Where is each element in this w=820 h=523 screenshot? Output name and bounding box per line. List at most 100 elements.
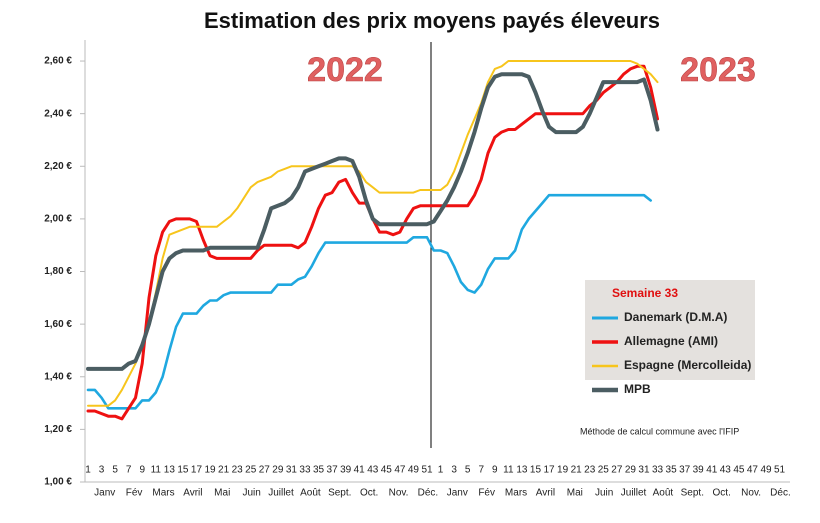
x-tick-label: 9 [492, 465, 498, 476]
x-tick-label: 17 [191, 465, 203, 476]
x-group-label: Nov. [741, 488, 761, 499]
x-tick-label: 13 [164, 465, 176, 476]
x-group-label: Nov. [389, 488, 409, 499]
x-group-label: Mars [505, 488, 527, 499]
x-tick-label: 37 [327, 465, 339, 476]
x-tick-label: 31 [286, 465, 298, 476]
x-group-label: Juillet [268, 488, 294, 499]
x-tick-label: 5 [112, 465, 118, 476]
x-group-label: Juin [242, 488, 260, 499]
note: Méthode de calcul commune avec l'IFIP [580, 426, 739, 436]
x-tick-label: 11 [151, 465, 162, 476]
x-tick-label: 29 [625, 465, 637, 476]
x-tick-label: 23 [232, 465, 244, 476]
y-tick-label: 2,40 € [44, 108, 72, 119]
y-tick-label: 1,00 € [44, 477, 72, 488]
series-line [86, 193, 652, 410]
y-tick-label: 1,20 € [44, 424, 72, 435]
legend-box [585, 280, 755, 380]
year-label: 2022 [307, 51, 383, 89]
x-tick-label: 17 [543, 465, 555, 476]
x-tick-label: 15 [530, 465, 542, 476]
x-group-label: Août [300, 488, 321, 499]
x-group-label: Janv [447, 488, 468, 499]
x-tick-label: 41 [706, 465, 718, 476]
x-tick-label: 11 [503, 465, 514, 476]
x-group-label: Sept. [681, 488, 704, 499]
x-tick-label: 25 [245, 465, 257, 476]
x-tick-label: 3 [99, 465, 105, 476]
x-group-label: Avril [183, 488, 202, 499]
x-tick-label: 19 [557, 465, 569, 476]
x-tick-label: 47 [394, 465, 406, 476]
x-tick-label: 49 [760, 465, 772, 476]
year-label: 2023 [680, 51, 756, 89]
x-group-label: Mai [214, 488, 230, 499]
x-tick-label: 35 [666, 465, 678, 476]
series-line [86, 72, 660, 371]
x-tick-label: 29 [272, 465, 284, 476]
x-tick-label: 19 [204, 465, 216, 476]
y-tick-label: 1,80 € [44, 266, 72, 277]
x-group-label: Déc. [418, 488, 439, 499]
x-tick-label: 41 [354, 465, 366, 476]
x-tick-label: 27 [259, 465, 271, 476]
y-tick-label: 2,20 € [44, 161, 72, 172]
series-line [87, 60, 659, 407]
x-tick-label: 47 [747, 465, 759, 476]
x-tick-label: 27 [611, 465, 623, 476]
x-group-label: Avril [536, 488, 555, 499]
legend-label: Danemark (D.M.A) [624, 310, 727, 324]
chart-title: Estimation des prix moyens payés éleveur… [204, 8, 660, 33]
x-tick-label: 3 [451, 465, 457, 476]
x-tick-label: 43 [367, 465, 379, 476]
x-tick-label: 7 [126, 465, 132, 476]
x-tick-label: 45 [733, 465, 745, 476]
x-tick-label: 1 [438, 465, 444, 476]
x-group-label: Août [653, 488, 674, 499]
y-tick-label: 2,00 € [44, 214, 72, 225]
x-tick-label: 39 [693, 465, 705, 476]
x-group-label: Déc. [770, 488, 791, 499]
x-tick-label: 49 [408, 465, 420, 476]
x-tick-label: 39 [340, 465, 352, 476]
x-tick-label: 45 [381, 465, 393, 476]
x-tick-label: 15 [177, 465, 189, 476]
y-tick-label: 1,40 € [44, 371, 72, 382]
x-group-label: Fév [126, 488, 143, 499]
x-tick-label: 5 [465, 465, 471, 476]
x-tick-label: 13 [516, 465, 528, 476]
y-tick-label: 2,60 € [44, 56, 72, 67]
legend-label: Allemagne (AMI) [624, 334, 718, 348]
x-tick-label: 9 [139, 465, 145, 476]
x-group-label: Juillet [621, 488, 647, 499]
x-group-label: Juin [595, 488, 613, 499]
x-tick-label: 37 [679, 465, 691, 476]
x-group-label: Oct. [360, 488, 378, 499]
x-tick-label: 33 [652, 465, 664, 476]
x-tick-label: 1 [85, 465, 91, 476]
x-tick-label: 35 [313, 465, 325, 476]
x-group-label: Fév [478, 488, 495, 499]
x-group-label: Sept. [328, 488, 351, 499]
legend: Semaine 33 Danemark (D.M.A) Allemagne (AM… [585, 280, 755, 396]
legend-label: MPB [624, 382, 651, 396]
y-tick-label: 1,60 € [44, 319, 72, 330]
x-tick-label: 21 [218, 465, 230, 476]
x-group-label: Oct. [713, 488, 731, 499]
x-tick-label: 51 [774, 465, 786, 476]
x-group-label: Janv [94, 488, 115, 499]
x-group-label: Mars [152, 488, 174, 499]
legend-label: Espagne (Mercolleida) [624, 358, 751, 372]
x-tick-label: 23 [584, 465, 596, 476]
x-group-label: Mai [567, 488, 583, 499]
x-tick-label: 51 [421, 465, 433, 476]
legend-title: Semaine 33 [612, 286, 678, 300]
x-tick-label: 43 [720, 465, 732, 476]
x-tick-label: 7 [478, 465, 484, 476]
x-tick-label: 25 [598, 465, 610, 476]
x-tick-label: 33 [299, 465, 311, 476]
x-tick-label: 21 [571, 465, 583, 476]
x-tick-label: 31 [638, 465, 650, 476]
